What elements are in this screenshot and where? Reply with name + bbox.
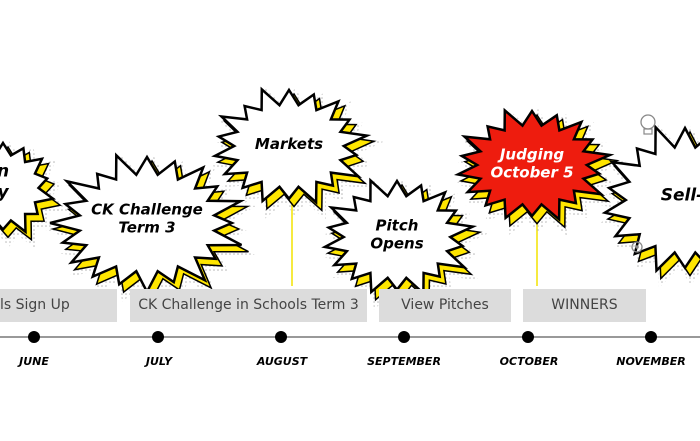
- judging-burst-body: [453, 107, 615, 222]
- ck-challenge-burst-label: CK Challenge Term 3: [91, 201, 203, 238]
- judging-burst: [453, 107, 627, 238]
- month-july: JULY: [145, 355, 173, 368]
- gear-icon: [631, 241, 643, 253]
- markets-line1: Markets: [254, 134, 324, 153]
- month-june: JUNE: [19, 355, 49, 368]
- pitch-opens-line1: Pitch: [375, 216, 419, 235]
- markets-burst: [210, 86, 384, 221]
- ck-challenge-line1: CK Challenge: [91, 200, 203, 219]
- dot-september: [398, 331, 410, 343]
- sell-burst: [600, 124, 700, 289]
- ck-challenge-line2: Term 3: [118, 219, 176, 237]
- left-burst: [0, 140, 70, 250]
- pitch-opens-burst-label: Pitch Opens: [370, 217, 423, 254]
- judging-burst-label: Judging October 5: [490, 146, 573, 183]
- sell-burst-label: Sell-: [661, 186, 700, 207]
- view-pitches-bar-label: View Pitches: [401, 297, 489, 313]
- dot-august: [275, 331, 287, 343]
- judging-line2: October 5: [490, 164, 574, 182]
- dot-october: [522, 331, 534, 343]
- view-pitches-bar: View Pitches: [379, 289, 511, 322]
- ck-challenge-burst: [45, 152, 258, 311]
- signup-bar-label: ls Sign Up: [0, 297, 70, 313]
- left-burst-label: n y: [0, 161, 9, 202]
- sell-line1: Sell-: [660, 185, 700, 206]
- left-burst-body: [0, 140, 56, 235]
- dot-june: [28, 331, 40, 343]
- month-november: NOVEMBER: [616, 355, 686, 368]
- sell-burst-body: [601, 124, 700, 274]
- signup-bar: ls Sign Up: [0, 289, 117, 322]
- month-september: SEPTEMBER: [367, 355, 441, 368]
- pitch-opens-burst: [320, 177, 490, 312]
- dot-november: [645, 331, 657, 343]
- month-october: OCTOBER: [499, 355, 559, 368]
- ck-schools-bar-label: CK Challenge in Schools Term 3: [138, 297, 359, 313]
- winners-bar-label: WINNERS: [551, 297, 618, 313]
- lightbulb-icon: [640, 114, 656, 135]
- timeline-dots: [28, 331, 657, 343]
- judging-line1: Judging: [499, 145, 565, 164]
- markets-burst-body: [211, 86, 372, 206]
- left-burst-line2: y: [0, 182, 9, 203]
- markets-burst-label: Markets: [255, 135, 323, 153]
- left-burst-line1: n: [0, 161, 9, 182]
- winners-bar: WINNERS: [523, 289, 646, 322]
- ck-schools-bar: CK Challenge in Schools Term 3: [130, 289, 367, 322]
- dot-july: [152, 331, 164, 343]
- month-august: AUGUST: [256, 355, 308, 368]
- pitch-opens-line2: Opens: [370, 235, 424, 253]
